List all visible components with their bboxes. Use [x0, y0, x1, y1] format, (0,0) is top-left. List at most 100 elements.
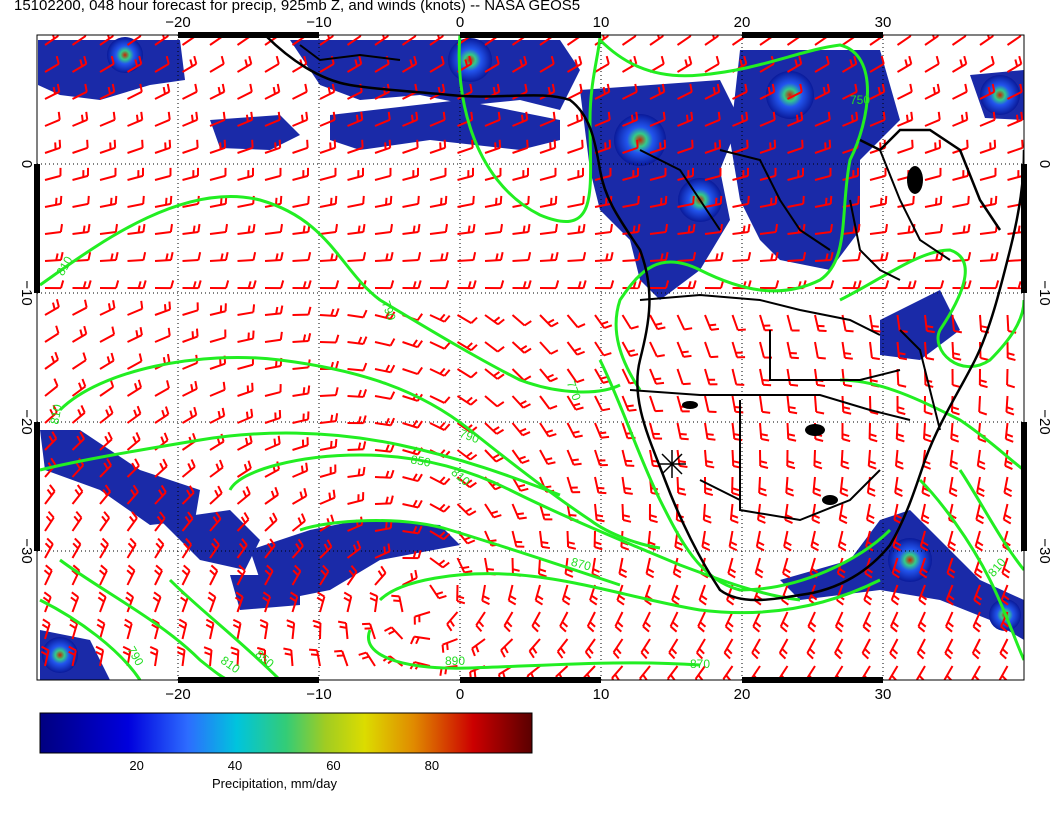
wind-barb	[869, 83, 886, 100]
wind-barb	[429, 557, 450, 569]
wind-barb	[786, 422, 797, 442]
lon-tick-label-top: 10	[593, 14, 610, 31]
wind-barb	[869, 252, 889, 262]
wind-barb	[182, 111, 199, 127]
frame-bar-bottom	[742, 677, 883, 683]
wind-barb	[291, 487, 308, 505]
wind-barb	[786, 55, 803, 73]
wind-barb	[566, 314, 586, 329]
wind-barb	[594, 476, 607, 495]
wind-barb	[182, 167, 200, 181]
wind-barb	[667, 665, 679, 680]
wind-barb	[256, 646, 266, 667]
wind-barb	[126, 55, 143, 73]
wind-barb	[867, 449, 877, 470]
wind-barb	[456, 314, 478, 324]
wind-barb	[44, 404, 58, 424]
wind-barb	[561, 584, 571, 606]
wind-barb	[44, 83, 61, 100]
wind-barb	[814, 167, 832, 181]
wind-barb	[471, 638, 486, 657]
wind-barb	[814, 83, 831, 100]
wind-barb	[869, 280, 890, 290]
wind-barb	[230, 646, 240, 667]
wind-barb	[783, 530, 792, 552]
wind-barb	[182, 328, 199, 343]
wind-barb	[503, 611, 514, 633]
wind-barb	[1006, 368, 1016, 389]
wind-barb	[1003, 476, 1013, 498]
wind-barb	[784, 503, 793, 524]
lat-tick-label-right: −30	[1036, 538, 1053, 563]
wind-barb	[154, 223, 174, 235]
wind-barb	[649, 167, 667, 181]
wind-barb	[456, 395, 478, 406]
wind-barb	[181, 564, 191, 586]
wind-barb	[786, 314, 800, 332]
wind-barb	[539, 449, 556, 466]
frame-bar-bottom	[460, 677, 601, 683]
wind-barb	[979, 195, 998, 208]
wind-barb	[759, 280, 780, 290]
wind-barb	[919, 530, 929, 552]
wind-barb	[704, 252, 724, 262]
wind-barb	[810, 530, 820, 552]
wind-barb	[99, 223, 119, 235]
lon-tick-label-bottom: 10	[593, 686, 610, 703]
wind-barb	[971, 638, 981, 660]
wind-barb	[622, 83, 638, 100]
wind-barb	[759, 195, 778, 208]
wind-barb	[677, 83, 693, 100]
wind-barb	[126, 432, 141, 451]
wind-barb	[126, 379, 142, 397]
wind-barb	[391, 594, 404, 613]
wind-barb	[484, 280, 505, 290]
wind-barb	[732, 139, 749, 154]
wind-barb	[759, 139, 777, 154]
wind-barb	[511, 530, 525, 548]
wind-barb	[649, 368, 665, 385]
wind-barb	[292, 437, 309, 451]
wind-barb	[566, 449, 582, 466]
wind-barb	[99, 300, 116, 316]
wind-barb	[374, 311, 396, 320]
wind-barb	[347, 309, 368, 319]
wind-barb	[232, 618, 242, 640]
wind-barb	[374, 364, 396, 374]
wind-barb	[292, 223, 311, 235]
contour-label: 790	[458, 426, 482, 446]
wind-barb	[72, 195, 90, 208]
wind-barb	[971, 665, 981, 680]
wind-barb	[44, 139, 62, 154]
wind-barb	[649, 83, 666, 100]
wind-barb	[594, 111, 611, 127]
wind-barb	[402, 473, 423, 483]
wind-barb	[292, 306, 312, 316]
wind-barb	[374, 167, 392, 181]
wind-barb	[512, 139, 529, 154]
wind-barb	[456, 584, 466, 605]
wind-barb	[704, 139, 722, 154]
wind-barb	[621, 449, 635, 467]
wind-barb	[154, 327, 171, 343]
lat-tick-label-left: −20	[18, 409, 35, 434]
wind-barb	[374, 391, 396, 400]
lon-tick-label-top: −10	[306, 14, 331, 31]
wind-barb	[649, 195, 668, 208]
wind-barb	[154, 111, 171, 127]
wind-barb	[649, 35, 665, 46]
wind-barb	[264, 486, 279, 505]
wind-barb	[539, 280, 560, 290]
wind-barb	[71, 511, 83, 532]
wind-barb	[402, 280, 422, 290]
wind-barb	[924, 55, 940, 73]
wind-barb	[203, 646, 213, 667]
wind-barb	[869, 223, 889, 235]
wind-barb	[511, 55, 528, 73]
wind-barb	[837, 530, 847, 552]
wind-barb	[209, 564, 219, 586]
wind-barb	[787, 139, 804, 154]
wind-barb	[209, 485, 223, 505]
wind-barb	[289, 591, 299, 613]
wind-barb	[677, 111, 694, 127]
